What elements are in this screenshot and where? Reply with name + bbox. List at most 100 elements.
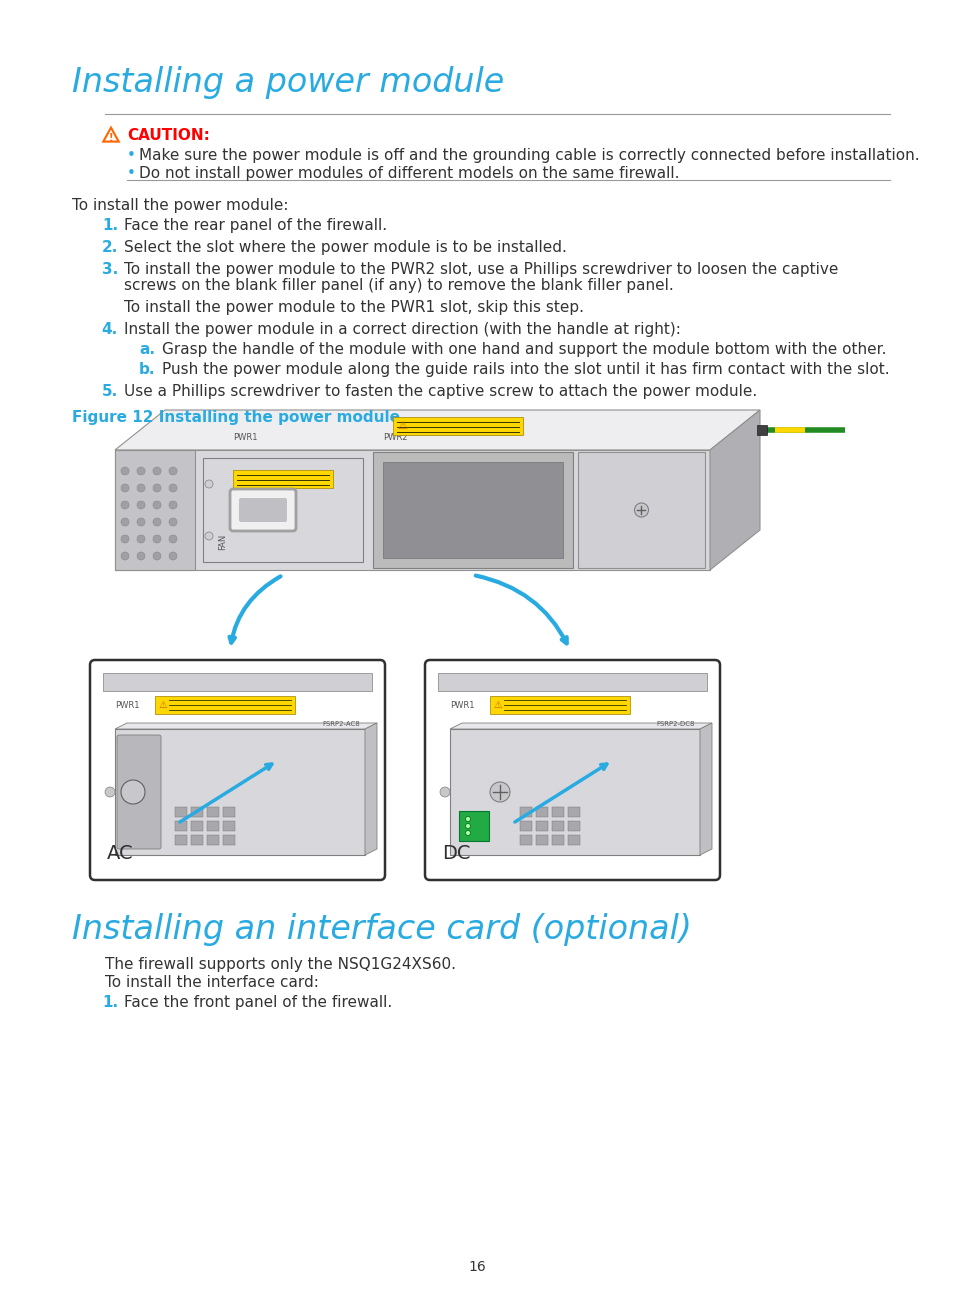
- Circle shape: [634, 503, 648, 517]
- Text: To install the power module to the PWR1 slot, skip this step.: To install the power module to the PWR1 …: [124, 299, 583, 315]
- Circle shape: [121, 780, 145, 804]
- Text: PWR1: PWR1: [233, 433, 257, 442]
- Circle shape: [169, 467, 177, 476]
- Circle shape: [137, 552, 145, 560]
- Text: AC: AC: [107, 844, 133, 863]
- Text: 16: 16: [468, 1260, 485, 1274]
- Circle shape: [205, 531, 213, 540]
- FancyBboxPatch shape: [223, 835, 234, 845]
- FancyBboxPatch shape: [552, 835, 563, 845]
- FancyBboxPatch shape: [519, 835, 532, 845]
- Text: ⚠: ⚠: [159, 700, 168, 710]
- Text: Face the rear panel of the firewall.: Face the rear panel of the firewall.: [124, 218, 387, 233]
- FancyBboxPatch shape: [393, 417, 522, 435]
- Circle shape: [152, 535, 161, 543]
- Circle shape: [137, 518, 145, 526]
- Text: Installing an interface card (optional): Installing an interface card (optional): [71, 912, 691, 946]
- Circle shape: [137, 502, 145, 509]
- FancyBboxPatch shape: [154, 696, 294, 714]
- FancyBboxPatch shape: [424, 660, 720, 880]
- FancyBboxPatch shape: [578, 452, 704, 568]
- FancyBboxPatch shape: [382, 461, 562, 559]
- FancyBboxPatch shape: [174, 820, 187, 831]
- FancyBboxPatch shape: [552, 820, 563, 831]
- Text: 1.: 1.: [102, 995, 118, 1010]
- Text: To install the interface card:: To install the interface card:: [105, 975, 318, 990]
- Polygon shape: [365, 723, 376, 855]
- Text: •: •: [127, 148, 135, 163]
- Text: PWR1: PWR1: [450, 701, 474, 709]
- Circle shape: [465, 816, 470, 822]
- Text: 1.: 1.: [102, 218, 118, 233]
- FancyBboxPatch shape: [519, 820, 532, 831]
- FancyBboxPatch shape: [490, 696, 629, 714]
- Circle shape: [121, 467, 129, 476]
- Text: ⚠: ⚠: [396, 421, 407, 432]
- Text: Installing a power module: Installing a power module: [71, 66, 504, 98]
- FancyBboxPatch shape: [115, 450, 194, 570]
- Text: 2.: 2.: [102, 240, 118, 255]
- Polygon shape: [709, 410, 760, 570]
- FancyBboxPatch shape: [90, 660, 385, 880]
- FancyBboxPatch shape: [567, 807, 579, 816]
- Circle shape: [121, 502, 129, 509]
- Polygon shape: [115, 723, 376, 728]
- FancyBboxPatch shape: [437, 673, 706, 691]
- FancyBboxPatch shape: [223, 807, 234, 816]
- Text: Make sure the power module is off and the grounding cable is correctly connected: Make sure the power module is off and th…: [139, 148, 919, 163]
- FancyBboxPatch shape: [373, 452, 573, 568]
- FancyBboxPatch shape: [203, 457, 363, 562]
- Circle shape: [439, 787, 450, 797]
- Circle shape: [152, 552, 161, 560]
- Circle shape: [169, 535, 177, 543]
- Circle shape: [205, 480, 213, 489]
- Polygon shape: [115, 410, 760, 450]
- FancyBboxPatch shape: [567, 835, 579, 845]
- Text: PWR1: PWR1: [115, 701, 139, 709]
- Text: Use a Phillips screwdriver to fasten the captive screw to attach the power modul: Use a Phillips screwdriver to fasten the…: [124, 384, 757, 399]
- FancyBboxPatch shape: [536, 807, 547, 816]
- FancyBboxPatch shape: [191, 820, 203, 831]
- Circle shape: [137, 483, 145, 492]
- Polygon shape: [115, 450, 709, 570]
- FancyBboxPatch shape: [191, 835, 203, 845]
- Polygon shape: [450, 723, 711, 728]
- FancyBboxPatch shape: [191, 807, 203, 816]
- Text: a.: a.: [139, 342, 154, 356]
- FancyBboxPatch shape: [207, 807, 219, 816]
- FancyBboxPatch shape: [567, 820, 579, 831]
- FancyBboxPatch shape: [519, 807, 532, 816]
- Text: 5.: 5.: [102, 384, 118, 399]
- Text: FSRP2-DC8: FSRP2-DC8: [656, 721, 695, 727]
- Text: The firewall supports only the NSQ1G24XS60.: The firewall supports only the NSQ1G24XS…: [105, 956, 456, 972]
- Circle shape: [169, 483, 177, 492]
- FancyBboxPatch shape: [450, 728, 700, 855]
- Circle shape: [137, 535, 145, 543]
- FancyBboxPatch shape: [174, 835, 187, 845]
- Text: FSRP2-AC8: FSRP2-AC8: [322, 721, 359, 727]
- Text: Install the power module in a correct direction (with the handle at right):: Install the power module in a correct di…: [124, 321, 680, 337]
- FancyBboxPatch shape: [239, 498, 287, 522]
- Text: 4.: 4.: [102, 321, 118, 337]
- Polygon shape: [700, 723, 711, 855]
- Circle shape: [169, 518, 177, 526]
- FancyBboxPatch shape: [757, 425, 766, 435]
- Circle shape: [121, 535, 129, 543]
- Text: CAUTION:: CAUTION:: [127, 128, 210, 143]
- Circle shape: [105, 787, 115, 797]
- Text: Figure 12 Installing the power module: Figure 12 Installing the power module: [71, 410, 399, 425]
- Text: To install the power module:: To install the power module:: [71, 198, 288, 213]
- Circle shape: [465, 831, 470, 836]
- Text: 3.: 3.: [102, 262, 118, 277]
- Text: To install the power module to the PWR2 slot, use a Phillips screwdriver to loos: To install the power module to the PWR2 …: [124, 262, 838, 277]
- Text: Face the front panel of the firewall.: Face the front panel of the firewall.: [124, 995, 392, 1010]
- Text: •: •: [127, 166, 135, 181]
- Circle shape: [152, 467, 161, 476]
- FancyBboxPatch shape: [103, 673, 372, 691]
- FancyBboxPatch shape: [115, 728, 365, 855]
- FancyBboxPatch shape: [458, 811, 489, 841]
- FancyBboxPatch shape: [536, 820, 547, 831]
- Circle shape: [169, 502, 177, 509]
- FancyBboxPatch shape: [207, 820, 219, 831]
- Text: Do not install power modules of different models on the same firewall.: Do not install power modules of differen…: [139, 166, 679, 181]
